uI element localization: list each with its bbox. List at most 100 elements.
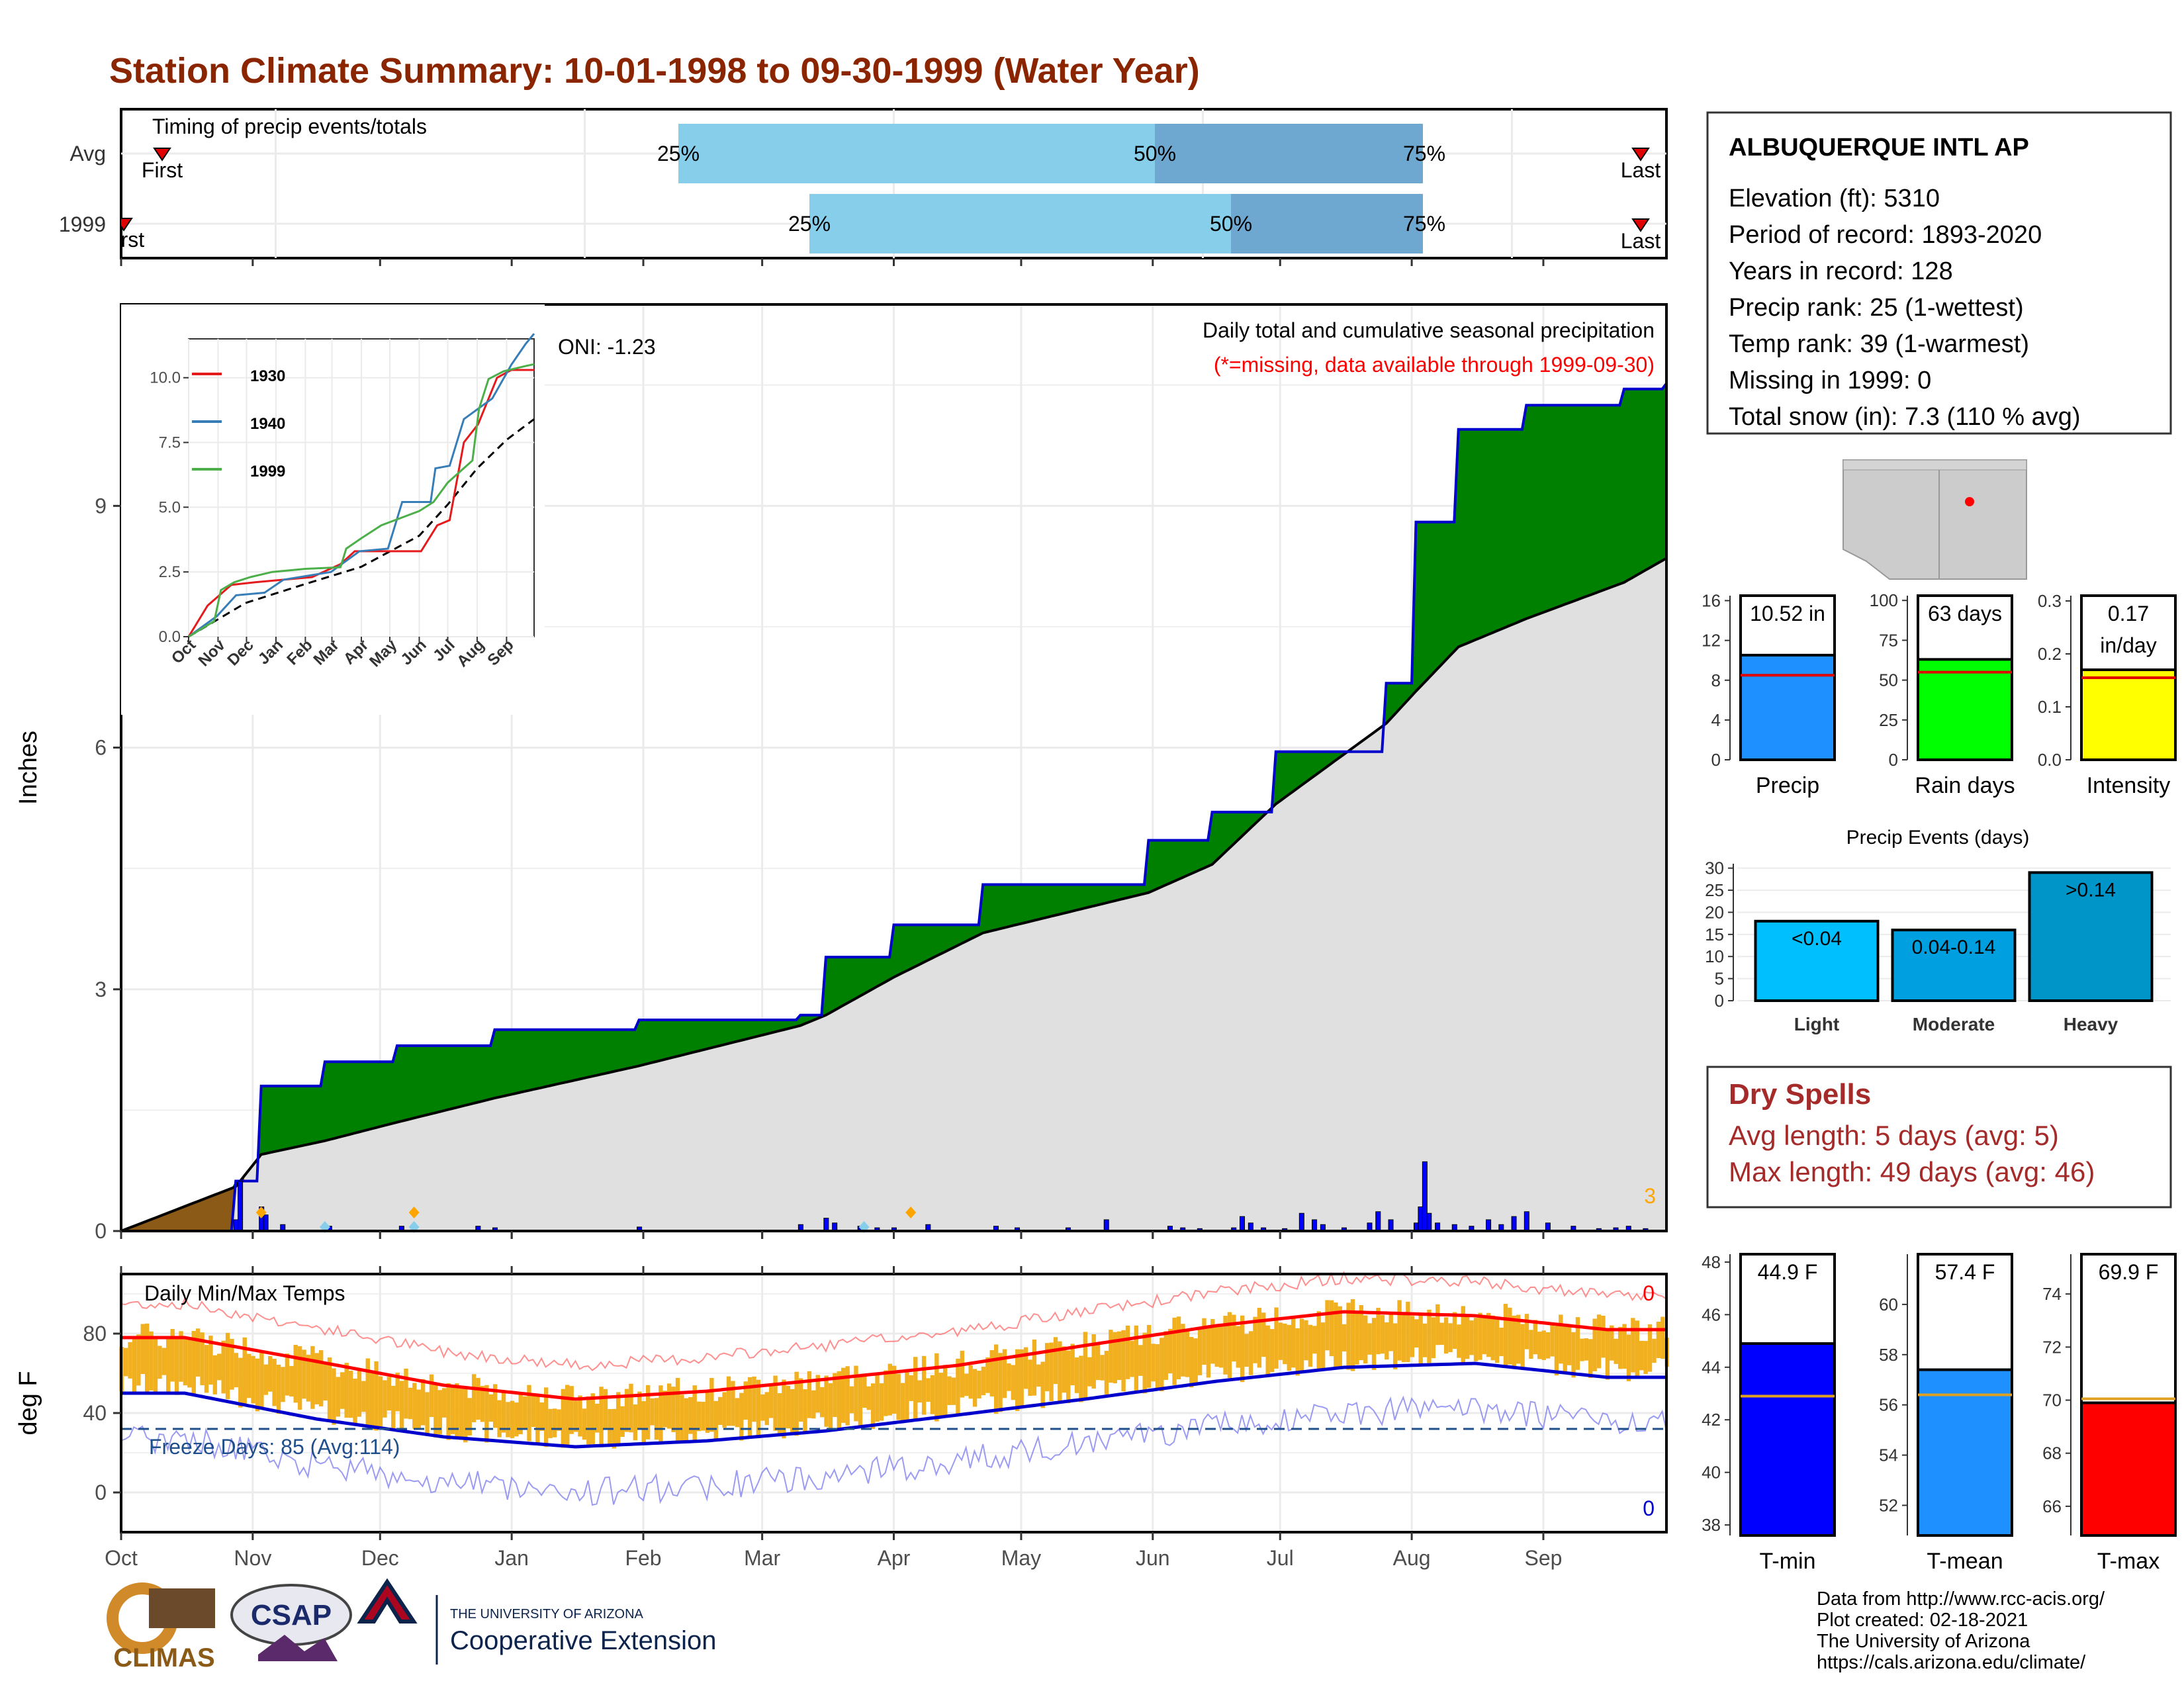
precip-event-label: <0.04 [1792,928,1842,950]
daily-temp-bar [629,1383,633,1433]
daily-temp-bar [1248,1331,1253,1375]
daily-temp-bar [272,1359,277,1406]
daily-temp-bar [230,1338,234,1390]
daily-temp-bar [1316,1311,1321,1370]
mini-tick: 8 [1711,670,1721,690]
cumulative-precip-line [121,383,1668,1232]
daily-temp-bar [578,1395,582,1437]
daily-temp-bar [1643,1341,1648,1375]
inset-y-tick: 10.0 [150,369,181,387]
daily-temp-bar [293,1345,298,1403]
mini-tick: 58 [1879,1345,1898,1365]
daily-temp-bar [348,1371,353,1418]
daily-temp-bar [446,1383,451,1440]
daily-temp-bar [395,1372,400,1412]
daily-temp-bar [1584,1338,1589,1361]
daily-temp-bar [573,1400,578,1432]
inset-y-tick: 5.0 [159,498,181,516]
legend-1930: 1930 [250,367,285,385]
daily-temp-bar [1541,1330,1546,1360]
station-info-line: Missing in 1999: 0 [1729,367,1931,394]
temp-mini-charts: 38 40 42 44 46 48 44.9 F T-min 52 54 56 58 60 57.4 F T… [1702,1252,2177,1574]
mini-tick: 74 [2042,1284,2062,1304]
daily-temp-bar [1427,1309,1432,1363]
mini-tick: 56 [1879,1395,1898,1415]
daily-temp-bar [798,1378,803,1422]
daily-temp-bar [136,1334,141,1386]
daily-temp-bar [616,1392,621,1446]
daily-temp-bar [764,1392,769,1426]
precip-event-label: >0.14 [2066,879,2116,901]
timing-avg-p50: 50% [1134,142,1176,165]
mini-tick: 40 [1702,1463,1721,1483]
daily-temp-bar [1443,1317,1449,1354]
daily-temp-bar [318,1350,324,1406]
daily-temp-bar [467,1398,472,1436]
daily-temp-bar [709,1378,714,1432]
daily-temp-bar [404,1368,408,1419]
timing-panel: Timing of precip events/totals Avg 1999 … [59,108,1668,259]
temp-count-top: 0 [1643,1281,1655,1305]
daily-temp-bar [1350,1299,1355,1371]
t-min-bar [1739,1342,1836,1537]
daily-temp-bar [713,1400,718,1441]
events-y-tick: 25 [1705,880,1724,900]
daily-temp-bar [717,1396,723,1426]
csap-logo: CSAP [230,1584,352,1661]
daily-temp-bar [1397,1300,1402,1361]
daily-temp-bar [1160,1338,1164,1392]
daily-temp-bar [1193,1338,1198,1383]
daily-temp-bar [1232,1314,1236,1362]
daily-temp-bar [884,1370,888,1416]
temp-panel-title: Daily Min/Max Temps [144,1281,345,1305]
daily-temp-bar [909,1375,914,1401]
daily-temp-bar [688,1396,693,1434]
daily-temp-bar [158,1346,162,1379]
daily-temp-bar [696,1401,702,1432]
daily-precip-bar [1103,1219,1109,1232]
inset-line-1940 [188,333,535,638]
daily-temp-bar [323,1362,328,1401]
daily-temp-bar [1053,1337,1058,1385]
avg-min-line [121,1361,1666,1449]
daily-temp-bar [1452,1312,1457,1349]
daily-temp-bar [1601,1315,1606,1358]
daily-temp-bar [399,1381,404,1432]
daily-temp-bar [1439,1322,1444,1345]
daily-temp-bar [1545,1332,1551,1359]
mini-tick: 72 [2042,1337,2062,1357]
daily-temp-bar [1283,1323,1287,1365]
month-x-tick: Dec [361,1546,399,1570]
daily-temp-bar [921,1355,927,1415]
daily-temp-bar [1338,1306,1342,1369]
daily-temp-bar [1189,1337,1194,1388]
daily-temp-bar [845,1366,850,1426]
daily-temp-bar [807,1371,812,1418]
daily-temp-bar [756,1379,761,1439]
daily-temp-bar [1596,1314,1602,1369]
daily-temp-bar [599,1387,604,1447]
csap-mountain-icon [258,1635,338,1661]
daily-temp-bar [1172,1317,1177,1385]
daily-temp-bar [608,1409,612,1445]
inset-line-1999 [188,363,535,638]
mini-tick: 4 [1711,710,1721,730]
daily-temp-bar [671,1387,676,1432]
daily-temp-bar [552,1408,557,1438]
daily-temp-bar [701,1401,705,1431]
daily-temp-bar [327,1357,332,1421]
daily-temp-bar [510,1400,515,1438]
timing-1999-bar-q2 [809,194,1231,253]
daily-temp-bar [1580,1338,1584,1361]
mini-precip-charts: 0 4 8 12 16 10.52 in Precip 0 25 50 75 100 63 days Ra… [1702,590,2177,798]
daily-temp-bar [752,1376,756,1422]
temp-panel: 0 40 80 Oct Nov Dec Jan Feb Mar Apr May Jun Jul Aug S… [15,1231,1669,1570]
daily-temp-bar [998,1353,1003,1412]
dry-spells-title: Dry Spells [1729,1078,1871,1111]
daily-temp-bar [875,1373,880,1422]
map-new-mexico [1938,459,2027,580]
daily-temp-bar [833,1373,837,1417]
daily-temp-bar [1036,1364,1041,1387]
daily-temp-bar [1049,1342,1054,1402]
